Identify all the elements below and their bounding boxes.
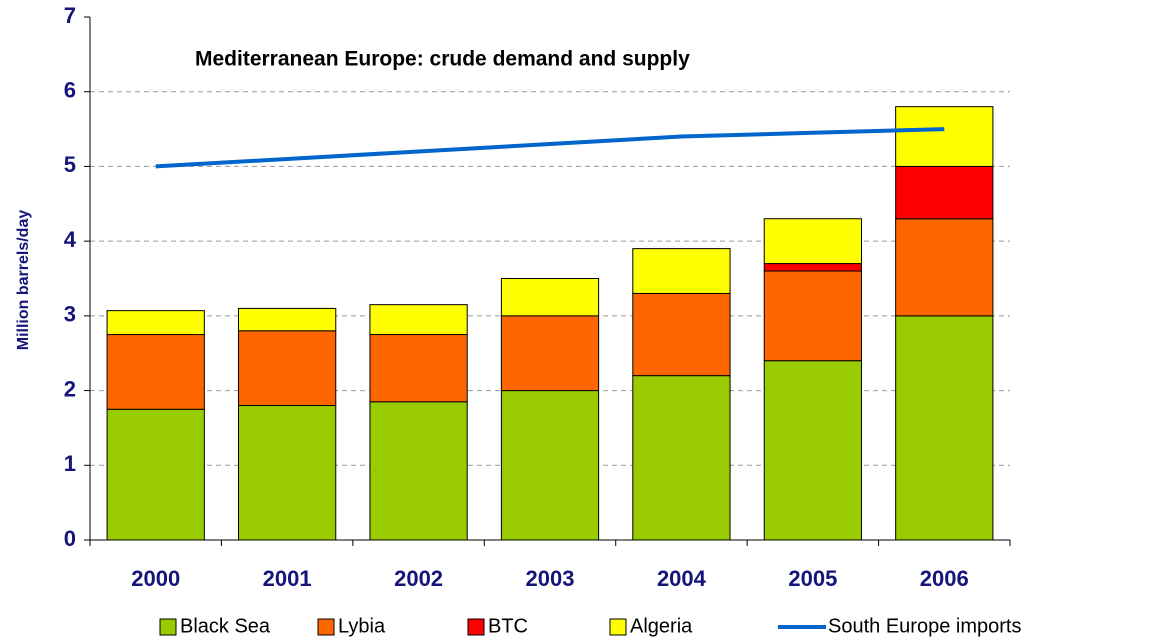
bar-segment xyxy=(106,310,205,336)
y-tick-label: 5 xyxy=(64,152,76,177)
bar-segment xyxy=(895,106,994,167)
x-tick-label: 2003 xyxy=(526,566,575,591)
bar-segment xyxy=(369,334,468,403)
legend-swatch xyxy=(467,618,485,636)
bar-segment xyxy=(895,218,994,317)
y-tick-label: 0 xyxy=(64,526,76,551)
bar-segment xyxy=(369,401,468,541)
bar-segment xyxy=(238,330,337,407)
y-tick-label: 6 xyxy=(64,78,76,103)
bar-segment xyxy=(106,334,205,410)
y-tick-label: 7 xyxy=(64,3,76,28)
bar-segment xyxy=(500,278,600,317)
legend-swatch xyxy=(159,618,177,636)
bar-segment xyxy=(369,304,468,336)
bar-segment xyxy=(763,263,862,272)
legend-label: Algeria xyxy=(630,615,693,637)
y-axis-label: Million barrels/day xyxy=(15,210,32,351)
legend-label: BTC xyxy=(488,615,528,637)
x-tick-label: 2001 xyxy=(263,566,312,591)
bar-segment xyxy=(632,292,731,377)
bar-segment xyxy=(238,405,337,541)
bar-segment xyxy=(500,315,600,392)
bar-segment xyxy=(632,375,731,541)
y-tick-label: 1 xyxy=(64,451,76,476)
x-tick-label: 2000 xyxy=(131,566,180,591)
legend-swatch xyxy=(609,618,627,636)
bar-segment xyxy=(895,315,994,541)
x-tick-label: 2004 xyxy=(657,566,707,591)
legend-label: Lybia xyxy=(338,615,386,637)
chart-title: Mediterranean Europe: crude demand and s… xyxy=(195,48,690,71)
bar-segment xyxy=(106,408,205,541)
y-tick-label: 4 xyxy=(64,227,77,252)
y-tick-label: 2 xyxy=(64,376,76,401)
legend-label: South Europe imports xyxy=(828,615,1021,637)
legend-label: Black Sea xyxy=(180,615,271,637)
x-tick-label: 2006 xyxy=(920,566,969,591)
x-tick-label: 2005 xyxy=(788,566,837,591)
bar-segment xyxy=(238,307,337,332)
bar-segment xyxy=(632,248,731,294)
bar-segment xyxy=(763,270,862,362)
y-tick-label: 3 xyxy=(64,302,76,327)
bar-segment xyxy=(895,165,994,220)
x-tick-label: 2002 xyxy=(394,566,443,591)
line-series xyxy=(155,127,945,169)
bar-segment xyxy=(763,218,862,265)
bar-segment xyxy=(500,390,600,541)
bar-segment xyxy=(763,360,862,541)
legend-swatch xyxy=(317,618,335,636)
